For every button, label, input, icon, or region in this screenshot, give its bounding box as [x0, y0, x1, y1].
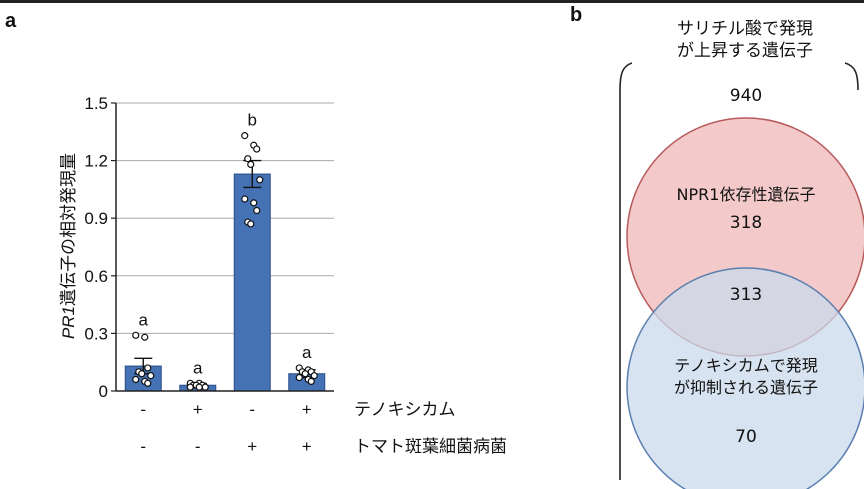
- data-point: [241, 195, 249, 203]
- y-tick-label: 0: [99, 382, 108, 401]
- y-axis-label: PR1遺伝子の相対発現量: [59, 153, 79, 339]
- data-point: [147, 372, 155, 380]
- outer-set-bracket-right: [844, 62, 859, 91]
- condition-sign: +: [302, 400, 312, 419]
- tenoxicam-set-label-line2: が抑制される遺伝子: [673, 378, 818, 397]
- data-point: [247, 160, 255, 169]
- condition-sign: -: [249, 400, 255, 419]
- y-tick-label: 0.6: [84, 267, 108, 286]
- data-point: [141, 333, 149, 341]
- y-tick-label: 0.3: [84, 324, 108, 343]
- gridlines: [111, 102, 334, 392]
- data-point: [144, 364, 152, 372]
- condition-sign: +: [247, 437, 257, 456]
- intersection-count: 313: [729, 285, 763, 305]
- npr1-set-label: NPR1依存性遺伝子: [676, 185, 816, 204]
- significance-letter: b: [248, 111, 257, 130]
- outer-set-count: 940: [729, 86, 763, 106]
- condition-rows: - + - + テノキシカム - - + + トマト斑葉細菌病菌: [140, 400, 507, 457]
- outer-set-label: サリチル酸で発現 が上昇する遺伝子: [640, 18, 850, 62]
- panel-a-label: a: [5, 10, 17, 32]
- data-point: [195, 383, 203, 391]
- data-point: [132, 331, 140, 339]
- condition-sign: -: [140, 437, 146, 456]
- condition-label: トマト斑葉細菌病菌: [354, 437, 507, 457]
- significance-letter: a: [193, 358, 203, 377]
- y-tick-label: 1.5: [84, 94, 108, 113]
- data-point: [256, 176, 264, 184]
- bars: [124, 173, 326, 392]
- data-point: [132, 375, 140, 384]
- y-tick-labels: 0 0.3 0.6 0.9 1.2 1.5: [84, 94, 108, 401]
- bar: [233, 173, 271, 392]
- data-point: [186, 383, 194, 391]
- outer-set-bracket-left: [619, 62, 633, 480]
- y-tick-label: 1.2: [84, 152, 108, 171]
- data-point: [301, 370, 309, 378]
- condition-label: テノキシカム: [354, 400, 456, 420]
- bar-chart: a a b a 0 0.3 0.6 0.9 1.2 1.5 PR1遺伝子の相対発現量 - + - + テ…: [59, 94, 507, 457]
- venn-diagram: [619, 62, 864, 489]
- data-point: [307, 377, 315, 385]
- tenoxicam-set-label-line1: テノキシカムで発現: [674, 356, 818, 375]
- error-bars: [134, 159, 316, 388]
- data-point: [241, 132, 249, 140]
- top-border: [0, 0, 864, 3]
- significance-letter: a: [302, 343, 312, 362]
- data-points: [132, 132, 318, 391]
- data-point: [310, 372, 318, 380]
- tenoxicam-only-count: 70: [735, 427, 757, 447]
- tenoxicam-set-label: テノキシカムで発現 が抑制される遺伝子: [632, 355, 860, 399]
- condition-sign: -: [140, 400, 146, 419]
- venn-circle-tenoxicam: [626, 267, 864, 489]
- panel-b-label: b: [570, 4, 583, 26]
- data-point: [250, 199, 258, 207]
- data-point: [253, 206, 261, 215]
- data-point: [201, 383, 209, 391]
- data-point: [247, 220, 255, 228]
- outer-set-label-line1: サリチル酸で発現: [677, 19, 813, 39]
- data-point: [295, 373, 303, 382]
- significance-letters: a a b a: [139, 111, 313, 378]
- condition-sign: -: [195, 437, 201, 456]
- data-point: [144, 379, 152, 387]
- data-point: [138, 370, 146, 378]
- y-tick-label: 0.9: [84, 209, 108, 228]
- outer-set-label-line2: が上昇する遺伝子: [677, 41, 813, 61]
- data-point: [244, 155, 252, 163]
- data-point: [253, 145, 261, 153]
- condition-sign: +: [193, 400, 203, 419]
- significance-letter: a: [139, 310, 149, 329]
- condition-sign: +: [302, 437, 312, 456]
- npr1-only-count: 318: [729, 213, 763, 233]
